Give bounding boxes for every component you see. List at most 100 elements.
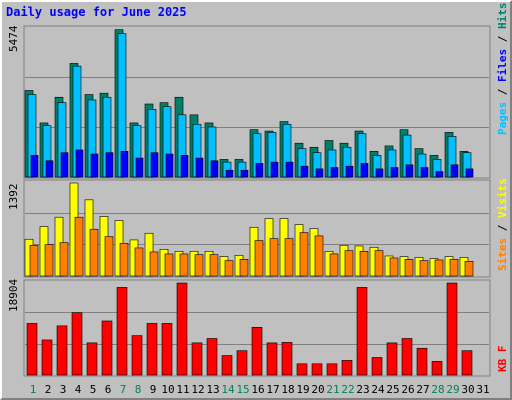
bar-sites [59,242,69,277]
x-tick-label: 14 [221,383,235,396]
bar-pages [180,155,189,178]
bar-pages [405,164,414,178]
bar-kbf [341,360,353,376]
x-tick-label: 6 [105,383,112,396]
bar-sites [29,244,39,277]
bar-kbf [461,350,473,376]
bar-sites [254,240,264,277]
bar-pages [90,153,99,178]
bar-pages [270,161,279,178]
bar-sites [149,251,159,277]
bar-pages [315,168,324,178]
x-tick-label: 3 [60,383,67,396]
bar-pages [345,165,354,178]
bar-kbf [206,338,218,376]
bar-pages [150,152,159,178]
bar-kbf [71,312,83,376]
bar-sites [164,253,174,277]
bar-sites [344,250,354,277]
legend-sep: / [496,218,509,238]
x-tick-label: 22 [341,383,354,396]
bar-kbf [311,363,323,376]
legend-top: Pages / Files / Hits [496,3,509,136]
bar-sites [179,253,189,277]
x-tick-label: 9 [150,383,157,396]
bar-pages [225,169,234,178]
legend-visits: Visits [496,178,509,218]
bar-kbf [146,323,158,376]
bar-pages [435,171,444,178]
bar-sites [434,259,444,277]
legend-pages: Pages [496,102,509,135]
x-tick-label: 29 [446,383,459,396]
bar-kbf [86,342,98,376]
x-tick-label: 13 [206,383,219,396]
bar-sites [104,236,114,277]
bar-sites [374,250,384,277]
bar-sites [389,257,399,277]
bar-kbf [266,342,278,376]
bar-kbf [356,287,368,376]
bar-kbf [176,282,188,376]
bar-layer [24,29,474,376]
chart-title: Daily usage for June 2025 [6,5,187,19]
x-tick-label: 15 [236,383,249,396]
bar-sites [269,238,279,277]
bar-pages [105,152,114,178]
bar-kbf [281,342,293,376]
x-tick-label: 16 [251,383,264,396]
bar-kbf [236,350,248,376]
x-tick-label: 18 [281,383,294,396]
bar-sites [44,244,54,277]
x-tick-label: 5 [90,383,97,396]
x-tick-label: 23 [356,383,369,396]
bar-pages [195,157,204,178]
x-tick-label: 19 [296,383,309,396]
bar-kbf [26,323,38,376]
bar-pages [330,167,339,178]
bar-kbf [386,342,398,376]
x-tick-label: 4 [75,383,82,396]
legend-middle: Sites / Visits [496,178,509,271]
legend-hits: Hits [496,3,509,30]
bar-pages [360,163,369,178]
bar-kbf [326,363,338,376]
bar-sites [284,238,294,277]
bar-pages [255,163,264,178]
bar-sites [419,260,429,277]
bar-sites [299,232,309,277]
x-tick-label: 17 [266,383,279,396]
bar-kbf [401,338,413,376]
legend-sep1: / [496,82,509,102]
bar-kbf [221,355,233,376]
y-max-label-top: 5474 [7,25,20,52]
bar-pages [45,160,54,178]
bar-sites [239,258,249,277]
bar-sites [74,216,84,277]
bar-pages [390,167,399,178]
x-tick-label: 28 [431,383,444,396]
legend-files: Files [496,49,509,82]
bar-kbf [431,361,443,376]
legend-bottom: KB F [496,346,509,373]
bar-kbf [41,339,53,376]
x-axis-labels: 1 2 3 4 5 6 7 8 9 10 11 12 13 14 15 16 17 18 19 20 21 22 23 24 2… [30,383,490,396]
bar-pages [300,165,309,178]
bar-kbf [161,323,173,376]
x-tick-label: 12 [191,383,204,396]
bar-pages [285,161,294,178]
bar-sites [314,235,324,277]
bar-pages [135,157,144,178]
bar-kbf [251,327,263,376]
bar-sites [404,258,414,277]
bar-sites [329,253,339,277]
bar-pages [60,152,69,178]
bar-sites [449,258,459,277]
bar-kbf [191,342,203,376]
bar-pages [30,155,39,178]
bar-pages [375,168,384,178]
bar-pages [420,167,429,178]
x-tick-label: 11 [176,383,189,396]
legend-kbf: KB F [496,346,509,373]
